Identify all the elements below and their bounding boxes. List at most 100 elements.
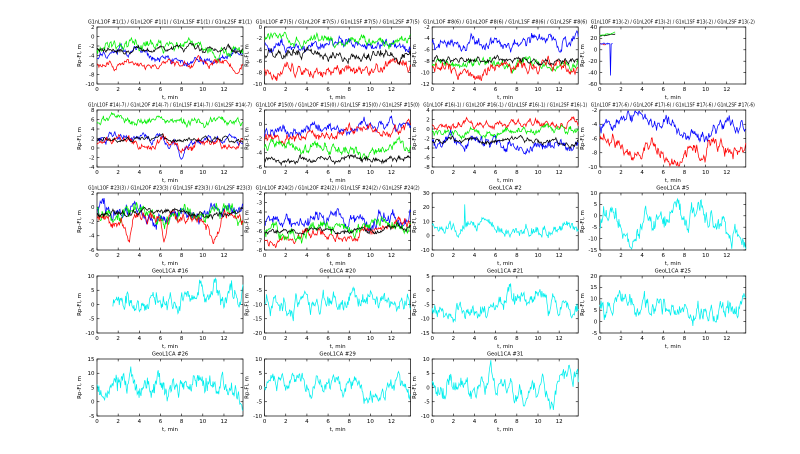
subplot-title: GeoL1CA #16: [152, 269, 188, 275]
x-tick-label: 2: [452, 336, 456, 342]
x-tick-label: 4: [305, 170, 309, 176]
x-tick-label: 8: [347, 336, 351, 342]
y-tick-label: -2: [424, 136, 429, 142]
y-tick-label: 10: [255, 357, 262, 363]
subplot-5: G1nL1OF #15(0) / G1nL2OF #15(0) / G1nL1S…: [245, 103, 420, 185]
x-tick-label: 0: [95, 253, 99, 259]
x-tick-label: 2: [284, 419, 288, 425]
x-tick-label: 4: [305, 87, 309, 93]
y-tick-label: -7: [257, 238, 263, 244]
y-tick-label: -4: [424, 36, 430, 42]
y-tick-label: -10: [588, 165, 597, 171]
y-tick-label: 15: [88, 357, 95, 363]
y-tick-label: -6: [89, 63, 95, 69]
y-axis-label: Rp-Fl, m: [77, 376, 83, 399]
series-line-G1nL1SF-red: [264, 118, 411, 147]
x-tick-label: 12: [220, 419, 227, 425]
y-tick-label: -4: [592, 122, 598, 128]
series-line-G1nL1SF-red: [264, 58, 411, 81]
x-tick-label: 10: [199, 87, 206, 93]
x-tick-label: 6: [326, 87, 330, 93]
x-tick-label: 0: [598, 336, 602, 342]
x-tick-label: 6: [662, 87, 666, 93]
x-tick-label: 8: [515, 419, 519, 425]
subplot-7: G1nL1OF #17(-6) / G1nL2OF #17(-6) / G1nL…: [580, 103, 755, 185]
x-tick-label: 8: [180, 87, 184, 93]
y-tick-label: -5: [257, 288, 263, 294]
x-tick-label: 4: [473, 170, 477, 176]
y-tick-label: -6: [424, 155, 430, 161]
y-tick-label: -6: [257, 165, 263, 171]
y-axis-label: Rp-Fl, m: [580, 44, 586, 67]
x-tick-label: 0: [598, 170, 602, 176]
series-line-GeoL1CA-cyan: [431, 204, 579, 239]
plot-frame: [264, 275, 411, 334]
x-axis-label: t, min: [162, 95, 179, 101]
x-axis-label: t, min: [665, 261, 682, 267]
y-tick-label: -10: [253, 414, 262, 420]
y-tick-label: 20: [423, 205, 430, 211]
y-tick-label: -60: [588, 82, 597, 88]
subplot-title: GeoL1CA #25: [655, 269, 691, 275]
y-tick-label: -10: [421, 70, 430, 76]
x-axis-label: t, min: [162, 427, 179, 433]
plot-frame: [599, 26, 747, 85]
y-tick-label: -10: [86, 82, 95, 88]
y-tick-label: -10: [253, 82, 262, 88]
x-tick-label: 10: [199, 419, 206, 425]
subplot-9: G1nL1OF #24(2) / G1nL2OF #24(2) / G1nL1S…: [245, 186, 420, 268]
y-tick-label: -10: [421, 414, 430, 420]
y-tick-label: -10: [86, 331, 95, 337]
y-tick-label: -40: [588, 70, 597, 76]
x-tick-label: 6: [159, 87, 163, 93]
x-tick-label: 6: [494, 170, 498, 176]
subplot-11: GeoL1CA #5 0 2 4 6 8 10 12 -15 -10 -5 0 5 10 t, min Rp-…: [580, 186, 747, 267]
series-line-G1nL2SF-black: [96, 207, 244, 221]
y-tick-label: 0: [259, 122, 263, 128]
y-tick-label: 0: [91, 302, 95, 308]
x-tick-label: 12: [388, 336, 395, 342]
x-tick-label: 12: [723, 336, 730, 342]
y-tick-label: -4: [89, 234, 95, 240]
y-tick-label: -8: [424, 165, 430, 171]
x-tick-label: 10: [367, 419, 374, 425]
y-tick-label: -8: [592, 151, 598, 157]
x-tick-label: 6: [326, 419, 330, 425]
x-tick-label: 8: [515, 170, 519, 176]
x-tick-label: 6: [326, 336, 330, 342]
y-tick-label: -10: [421, 317, 430, 323]
y-tick-label: 0: [91, 34, 95, 40]
subplot-title: G1nL1OF #1(1) / G1nL2OF #1(1) / G1nL1SF …: [88, 20, 252, 26]
series-line-G1nL1SF-red: [264, 215, 411, 249]
x-tick-label: 12: [556, 336, 563, 342]
y-tick-label: 0: [91, 400, 95, 406]
subplot-2: G1nL1OF #8(6) / G1nL2OF #8(6) / G1nL1SF …: [412, 20, 587, 102]
x-tick-label: 2: [284, 170, 288, 176]
y-tick-label: -20: [253, 331, 262, 337]
x-tick-label: 12: [220, 87, 227, 93]
series-line-GeoL1CA-cyan: [431, 360, 579, 411]
y-tick-label: -8: [257, 70, 263, 76]
series-line-G1nL1SF-red: [431, 55, 579, 82]
y-tick-label: 5: [594, 308, 598, 314]
y-tick-label: -2: [257, 36, 262, 42]
x-tick-label: 0: [263, 336, 267, 342]
y-tick-label: 15: [590, 285, 597, 291]
y-axis-label: Rp-Fl, m: [245, 44, 251, 67]
y-tick-label: 5: [259, 371, 263, 377]
x-axis-label: t, min: [665, 178, 682, 184]
x-tick-label: 8: [347, 419, 351, 425]
y-tick-label: -4: [257, 151, 263, 157]
x-tick-label: 2: [452, 253, 456, 259]
subplot-title: G1nL1OF #24(2) / G1nL2OF #24(2) / G1nL1S…: [256, 186, 420, 192]
x-tick-label: 4: [473, 87, 477, 93]
plot-frame: [599, 275, 747, 334]
y-tick-label: 5: [426, 371, 430, 377]
x-tick-label: 0: [598, 253, 602, 259]
x-tick-label: 2: [116, 170, 120, 176]
x-tick-label: 12: [556, 419, 563, 425]
x-tick-label: 0: [430, 419, 434, 425]
